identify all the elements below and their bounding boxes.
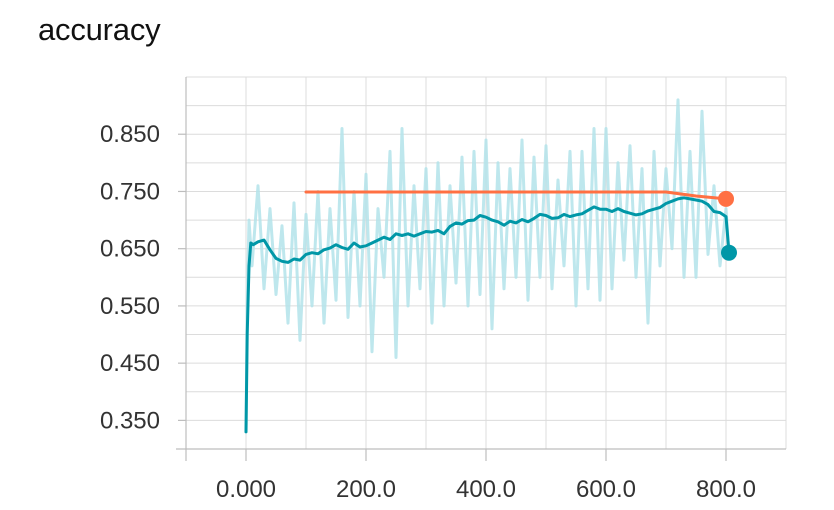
- axes: [176, 77, 786, 461]
- x-tick-label: 400.0: [456, 476, 516, 503]
- y-tick-label: 0.350: [100, 407, 160, 434]
- y-tick-label: 0.850: [100, 121, 160, 148]
- y-tick-label: 0.650: [100, 236, 160, 263]
- end-markers: [718, 190, 737, 261]
- tick-labels: 0.350 0.450 0.550 0.650 0.750 0.850 0.000 200.0…: [100, 121, 756, 503]
- x-tick-label: 0.000: [216, 476, 276, 503]
- x-tick-label: 800.0: [696, 476, 756, 503]
- end-marker-1: [721, 244, 737, 261]
- y-tick-label: 0.450: [100, 350, 160, 377]
- series-line-train-raw: [244, 98, 731, 434]
- y-tick-label: 0.750: [100, 178, 160, 205]
- end-marker-0: [718, 190, 734, 207]
- x-tick-label: 600.0: [576, 476, 636, 503]
- series-line-eval: [304, 190, 728, 201]
- x-tick-label: 200.0: [336, 476, 396, 503]
- y-tick-label: 0.550: [100, 293, 160, 320]
- series-line-train-smoothed: [244, 196, 731, 434]
- series-layer: [244, 98, 731, 434]
- chart-title: accuracy: [38, 12, 161, 47]
